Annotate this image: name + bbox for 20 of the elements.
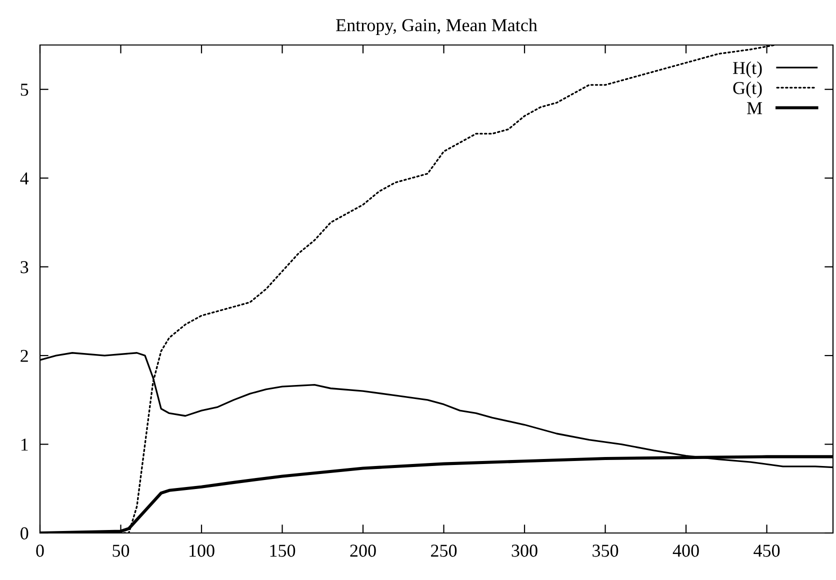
y-tick-label: 1 bbox=[21, 438, 28, 451]
legend-label: M bbox=[747, 102, 762, 114]
x-tick-label: 200 bbox=[350, 544, 376, 557]
x-tick-label: 100 bbox=[190, 544, 214, 557]
chart-title: Entropy, Gain, Mean Match bbox=[336, 18, 538, 36]
y-tick-label: 2 bbox=[20, 350, 28, 362]
x-tick-label: 300 bbox=[512, 544, 538, 557]
x-tick-label: 350 bbox=[592, 544, 618, 557]
y-tick-label: 3 bbox=[20, 261, 28, 274]
y-tick-label: 4 bbox=[20, 172, 29, 184]
x-tick-label: 50 bbox=[112, 544, 130, 557]
x-tick-label: 450 bbox=[754, 544, 780, 557]
x-tick-label: 250 bbox=[431, 544, 457, 557]
x-tick-label: 400 bbox=[672, 544, 699, 557]
legend-label: G(t) bbox=[733, 81, 762, 98]
y-tick-label: 0 bbox=[20, 527, 28, 540]
x-tick-label: 0 bbox=[36, 544, 44, 557]
legend-label: H(t) bbox=[733, 61, 762, 78]
x-tick-label: 150 bbox=[270, 544, 296, 557]
y-tick-label: 5 bbox=[20, 84, 28, 96]
